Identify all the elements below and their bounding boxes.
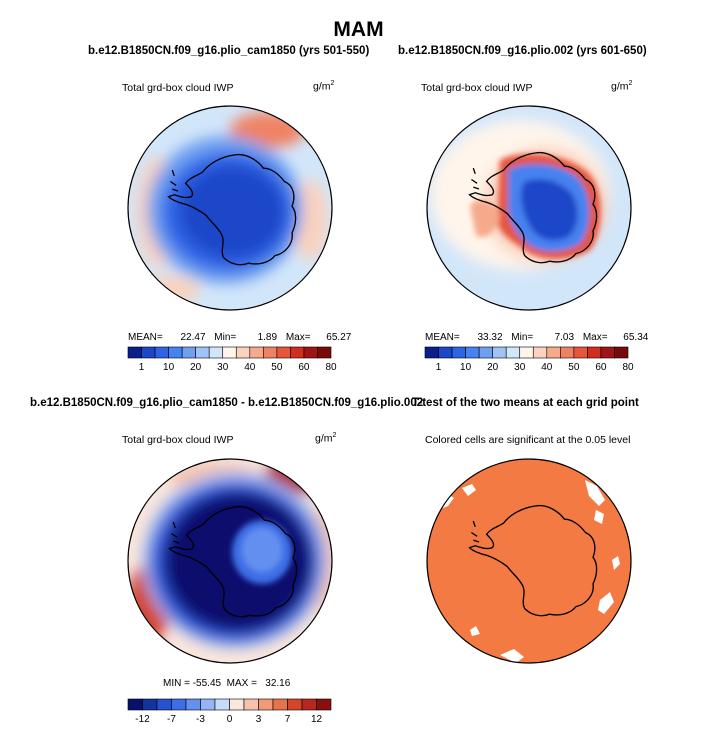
colorbar-swatch — [546, 346, 561, 359]
colorbar-tick-label: 7 — [284, 714, 291, 725]
colorbar-tick-label: 20 — [190, 362, 202, 373]
colorbar-tick-label: 0 — [226, 714, 233, 725]
colorbar-swatch — [195, 346, 210, 359]
panel2-variable-label: Total grd-box cloud IWP — [421, 82, 533, 94]
colorbar-swatch — [214, 698, 230, 711]
panel4-map — [427, 459, 631, 663]
colorbar-swatch — [171, 698, 187, 711]
colorbar-swatch — [168, 346, 183, 359]
panel4-case-title: T-test of the two means at each grid poi… — [412, 397, 639, 409]
colorbar-swatch — [303, 346, 318, 359]
panel3-variable-label: Total grd-box cloud IWP — [122, 434, 234, 446]
panel3-units: g/m2 — [315, 432, 337, 445]
colorbar-tick-label: 80 — [622, 362, 634, 373]
colorbar-swatch — [573, 346, 588, 359]
colorbar-swatch — [154, 346, 169, 359]
colorbar-swatch — [438, 346, 453, 359]
colorbar-swatch — [127, 346, 142, 359]
colorbar-tick-label: -12 — [135, 714, 150, 725]
panel1-stats: MEAN= 22.47 Min= 1.89 Max= 65.27 — [128, 332, 352, 343]
colorbar-tick-label: 80 — [325, 362, 337, 373]
panel1-units: g/m2 — [313, 80, 335, 93]
colorbar-swatch — [222, 346, 237, 359]
colorbar-swatch — [290, 346, 305, 359]
colorbar-swatch — [181, 346, 196, 359]
colorbar-swatch — [208, 346, 224, 359]
colorbar-swatch — [263, 346, 278, 359]
panel1-map-border — [127, 105, 333, 311]
colorbar-swatch — [465, 346, 480, 359]
colorbar-swatch — [451, 346, 466, 359]
colorbar-tick-label: -3 — [196, 714, 205, 725]
colorbar-tick-label: 10 — [163, 362, 175, 373]
colorbar-swatch — [532, 346, 548, 359]
panel2-units: g/m2 — [611, 80, 633, 93]
colorbar-swatch — [141, 346, 156, 359]
panel4-map-border — [426, 458, 632, 664]
colorbar-tick-label: 3 — [255, 714, 262, 725]
colorbar-swatch — [519, 346, 534, 359]
colorbar-swatch — [301, 698, 317, 711]
panel3-stats: MIN = -55.45 MAX = 32.16 — [163, 678, 291, 689]
colorbar-swatch — [317, 346, 332, 359]
colorbar-swatch — [560, 346, 575, 359]
panel1-case-title: b.e12.B1850CN.f09_g16.plio_cam1850 (yrs … — [88, 45, 370, 57]
colorbar-swatch — [127, 698, 143, 711]
colorbar-tick-label: 20 — [487, 362, 499, 373]
panel4-variable-label: Colored cells are significant at the 0.0… — [425, 434, 631, 446]
colorbar-tick-label: 50 — [568, 362, 580, 373]
colorbar-tick-label: 1 — [138, 362, 145, 373]
colorbar-swatch — [235, 346, 251, 359]
colorbar-swatch — [614, 346, 629, 359]
colorbar-swatch — [287, 698, 303, 711]
colorbar-tick-label: 60 — [298, 362, 310, 373]
colorbar-tick-label: 30 — [217, 362, 229, 373]
panel2-map — [427, 106, 631, 310]
colorbar-swatch — [600, 346, 615, 359]
colorbar-tick-label: 30 — [514, 362, 526, 373]
colorbar-swatch — [142, 698, 158, 711]
colorbar-tick-label: 10 — [460, 362, 472, 373]
colorbar-swatch — [249, 346, 264, 359]
colorbar-tick-label: -7 — [167, 714, 176, 725]
colorbar-tick-label: 12 — [310, 714, 323, 725]
colorbar-swatch — [258, 698, 274, 711]
colorbar-tick-label: 1 — [435, 362, 442, 373]
colorbar-swatch — [200, 698, 216, 711]
panel2-map-border — [426, 105, 632, 311]
colorbar-swatch — [229, 698, 245, 711]
colorbar-swatch — [316, 698, 332, 711]
colorbar-tick-label: 50 — [271, 362, 283, 373]
panel3-colorbar — [127, 698, 332, 711]
panel1-map — [128, 106, 332, 310]
figure-title: MAM — [333, 18, 384, 41]
panel3-map-border — [127, 458, 333, 664]
colorbar-swatch — [478, 346, 493, 359]
colorbar-swatch — [492, 346, 507, 359]
panel3-case-title: b.e12.B1850CN.f09_g16.plio_cam1850 - b.e… — [30, 397, 424, 409]
panel1-variable-label: Total grd-box cloud IWP — [122, 82, 234, 94]
colorbar-swatch — [276, 346, 291, 359]
colorbar-tick-label: 40 — [541, 362, 553, 373]
colorbar-tick-label: 40 — [244, 362, 256, 373]
colorbar-tick-label: 60 — [595, 362, 607, 373]
panel3-map — [128, 459, 332, 663]
colorbar-swatch — [272, 698, 288, 711]
colorbar-swatch — [156, 698, 172, 711]
panel2-colorbar — [424, 346, 629, 359]
colorbar-swatch — [505, 346, 521, 359]
panel2-case-title: b.e12.B1850CN.f09_g16.plio.002 (yrs 601-… — [398, 45, 647, 57]
colorbar-swatch — [243, 698, 259, 711]
colorbar-swatch — [185, 698, 201, 711]
colorbar-swatch — [587, 346, 602, 359]
panel2-stats: MEAN= 33.32 Min= 7.03 Max= 65.34 — [425, 332, 649, 343]
colorbar-swatch — [424, 346, 439, 359]
panel1-colorbar — [127, 346, 332, 359]
